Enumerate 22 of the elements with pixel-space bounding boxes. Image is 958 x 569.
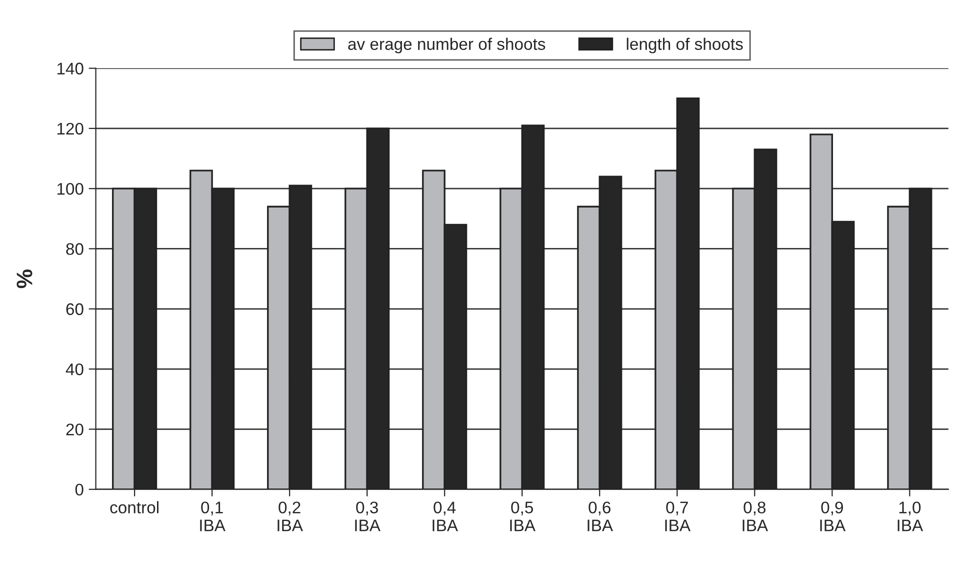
y-tick-label: 20 (66, 424, 84, 436)
legend-label: av erage number of shoots (348, 38, 546, 54)
x-tick-label: 0,4 IBA (432, 502, 458, 532)
x-tick-label: 0,5 IBA (510, 502, 536, 532)
y-tick-label: 60 (66, 303, 84, 316)
x-tick-label: 0,2 IBA (278, 502, 303, 532)
x-tick-label: 0,6 IBA (588, 502, 614, 532)
x-tick-label: 0,9 IBA (820, 502, 846, 532)
y-axis-title: % (16, 270, 32, 288)
y-tick-label: 100 (57, 182, 84, 195)
x-tick-label: 0,3 IBA (355, 502, 380, 532)
y-tick-label: 80 (66, 243, 84, 255)
y-tick-label: 40 (66, 363, 84, 376)
y-tick-label: 0 (75, 484, 84, 496)
y-tick-label: 120 (57, 122, 84, 135)
x-tick-label: 0,7 IBA (665, 502, 691, 532)
x-tick-label: 0,8 IBA (742, 502, 768, 532)
x-tick-label: 1,0 IBA (898, 502, 924, 532)
x-tick-label: 0,1 IBA (200, 502, 226, 532)
y-tick-label: 140 (57, 62, 84, 74)
x-tick-label: control (110, 501, 158, 514)
legend-label: length of shoots (626, 38, 743, 54)
